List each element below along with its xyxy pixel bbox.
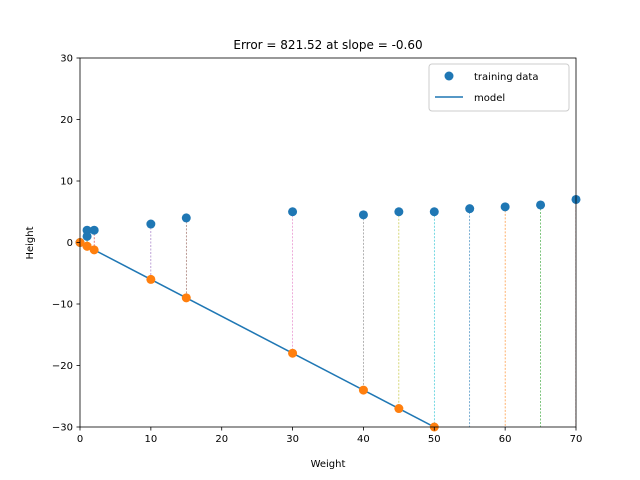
y-tick-label: −20: [52, 361, 73, 372]
model-line: [80, 241, 436, 427]
chart-title: Error = 821.52 at slope = -0.60: [233, 38, 422, 52]
x-tick-label: 40: [357, 434, 370, 445]
y-tick-label: 0: [67, 238, 73, 249]
x-tick-label: 0: [77, 434, 83, 445]
legend-box: [428, 63, 570, 112]
training-data-point: [500, 202, 510, 212]
prediction-point: [146, 274, 156, 284]
prediction-point: [288, 348, 298, 358]
x-tick-label: 20: [215, 434, 228, 445]
y-tick-label: −10: [52, 300, 73, 311]
model-layer: [80, 241, 436, 427]
y-tick-label: −30: [52, 423, 73, 434]
training-data-point: [89, 225, 99, 235]
legend-label-model: model: [474, 93, 505, 104]
training-data-point: [288, 207, 298, 217]
data-points: [75, 194, 581, 432]
y-tick-label: 20: [60, 115, 73, 126]
prediction-point: [181, 293, 191, 303]
y-tick-label: 10: [60, 177, 73, 188]
y-tick-label: 30: [60, 54, 73, 65]
training-data-point: [465, 204, 475, 214]
legend: training data model: [428, 63, 570, 112]
training-data-point: [82, 231, 92, 241]
x-tick-label: 30: [286, 434, 299, 445]
x-axis-label: Weight: [311, 459, 346, 470]
training-data-point: [146, 219, 156, 229]
prediction-point: [82, 241, 92, 251]
legend-label-training-data: training data: [474, 72, 538, 83]
training-data-point: [536, 200, 546, 210]
training-data-point: [394, 207, 404, 217]
prediction-point: [358, 385, 368, 395]
x-tick-label: 70: [570, 434, 583, 445]
x-tick-label: 60: [499, 434, 512, 445]
legend-marker-training-data: [444, 71, 454, 81]
axes: 0 10 20 30 40 50 60 70 −30 −20 −10 0 10 20 30: [52, 54, 582, 446]
prediction-point: [89, 245, 99, 255]
prediction-point: [394, 404, 404, 414]
x-tick-label: 50: [428, 434, 441, 445]
training-data-point: [358, 210, 368, 220]
y-axis-label: Height: [25, 226, 36, 259]
training-data-point: [181, 213, 191, 223]
training-data-point: [82, 225, 92, 235]
residual-lines: [86, 199, 576, 427]
x-tick-label: 10: [144, 434, 157, 445]
training-data-point: [429, 207, 439, 217]
